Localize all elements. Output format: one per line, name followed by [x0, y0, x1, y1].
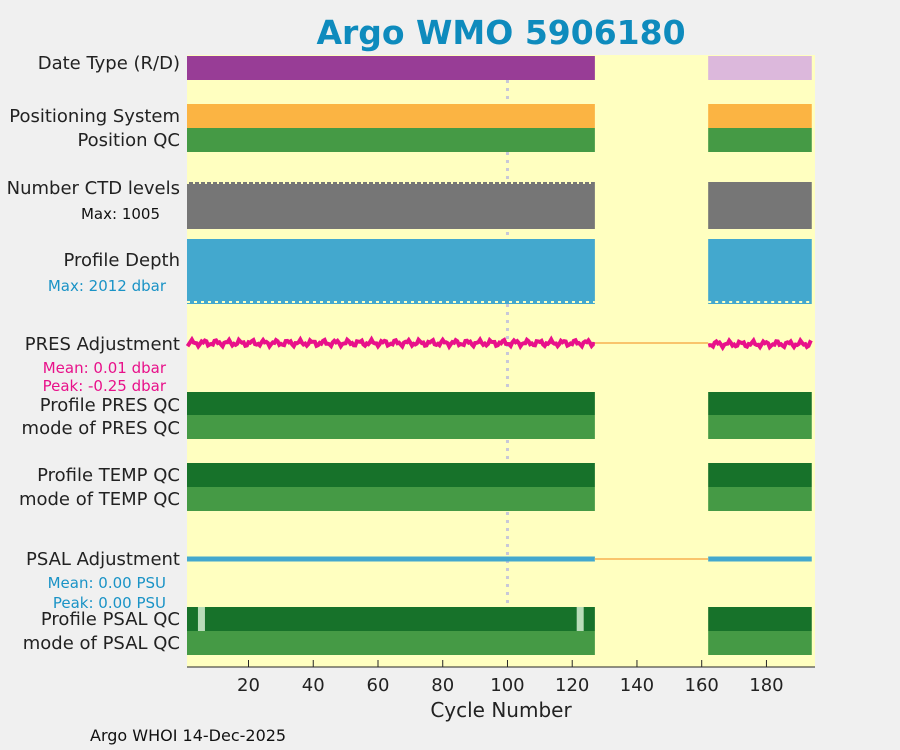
row-label-mode-psal-qc: mode of PSAL QC — [23, 633, 180, 654]
footer-credit: Argo WHOI 14-Dec-2025 — [90, 726, 286, 745]
bar-mode-psal-qc-0 — [187, 631, 595, 655]
pres-adjustment-line-1 — [185, 335, 596, 351]
pres-peak-label: Peak: -0.25 dbar — [43, 377, 167, 395]
pres-mean-label: Mean: 0.01 dbar — [43, 359, 167, 377]
row-label-profile-psal-qc: Profile PSAL QC — [41, 609, 180, 630]
plot-marks — [185, 56, 813, 655]
x-tick-label-180: 180 — [749, 675, 783, 696]
qc-highlight-1 — [576, 607, 584, 631]
bar-positioning-system-1 — [708, 104, 812, 128]
row-label-positioning-system: Positioning System — [9, 106, 180, 127]
row-label-ctd-levels: Number CTD levels — [7, 178, 180, 199]
depth-max-label: Max: 2012 dbar — [48, 277, 167, 295]
psal-peak-label: Peak: 0.00 PSU — [53, 594, 166, 612]
bar-position-qc-1 — [708, 128, 812, 152]
bar-profile-depth-0 — [187, 239, 595, 304]
row-label-position-qc: Position QC — [77, 130, 180, 151]
bar-date-type-1 — [708, 56, 812, 80]
psal-mean-label: Mean: 0.00 PSU — [48, 574, 166, 592]
bar-profile-psal-qc-0 — [187, 607, 595, 631]
bar-profile-temp-qc-0 — [187, 463, 595, 487]
row-label-mode-temp-qc: mode of TEMP QC — [19, 489, 180, 510]
bar-profile-pres-qc-0 — [187, 392, 595, 415]
bar-date-type-0 — [187, 56, 595, 80]
bar-profile-depth-1 — [708, 239, 812, 304]
bar-mode-psal-qc-1 — [708, 631, 812, 655]
x-tick-label-40: 40 — [302, 675, 325, 696]
chart-title: Argo WMO 5906180 — [316, 13, 685, 52]
qc-highlight-0 — [197, 607, 205, 631]
bar-ctd-levels-0 — [187, 182, 595, 229]
plot-area — [187, 55, 815, 667]
x-axis-label: Cycle Number — [430, 698, 572, 722]
bar-mode-pres-qc-1 — [708, 415, 812, 439]
row-label-profile-depth: Profile Depth — [63, 250, 180, 271]
x-tick-label-160: 160 — [685, 675, 719, 696]
bar-mode-pres-qc-0 — [187, 415, 595, 439]
x-tick-label-60: 60 — [367, 675, 390, 696]
bar-profile-temp-qc-1 — [708, 463, 812, 487]
x-tick-label-20: 20 — [237, 675, 260, 696]
row-label-profile-temp-qc: Profile TEMP QC — [37, 465, 180, 486]
row-label-mode-pres-qc: mode of PRES QC — [22, 418, 180, 439]
row-label-psal-adjustment: PSAL Adjustment — [26, 549, 180, 570]
bar-mode-temp-qc-0 — [187, 487, 595, 511]
row-label-pres-adjustment: PRES Adjustment — [25, 334, 180, 355]
bar-position-qc-0 — [187, 128, 595, 152]
bar-profile-pres-qc-1 — [708, 392, 812, 415]
x-tick-label-120: 120 — [555, 675, 589, 696]
bar-positioning-system-0 — [187, 104, 595, 128]
bar-ctd-levels-1 — [708, 182, 812, 229]
pres-adjustment-line-2 — [707, 336, 813, 352]
x-tick-label-80: 80 — [431, 675, 454, 696]
x-axis-ticks: 20 40 60 80 100 120 140 160 180 — [237, 660, 784, 696]
bar-profile-psal-qc-1 — [708, 607, 812, 631]
x-tick-label-140: 140 — [620, 675, 654, 696]
ctd-max-label: Max: 1005 — [81, 205, 160, 223]
bar-mode-temp-qc-1 — [708, 487, 812, 511]
row-label-profile-pres-qc: Profile PRES QC — [40, 395, 180, 416]
row-label-date-type: Date Type (R/D) — [38, 53, 180, 74]
x-tick-label-100: 100 — [490, 675, 524, 696]
